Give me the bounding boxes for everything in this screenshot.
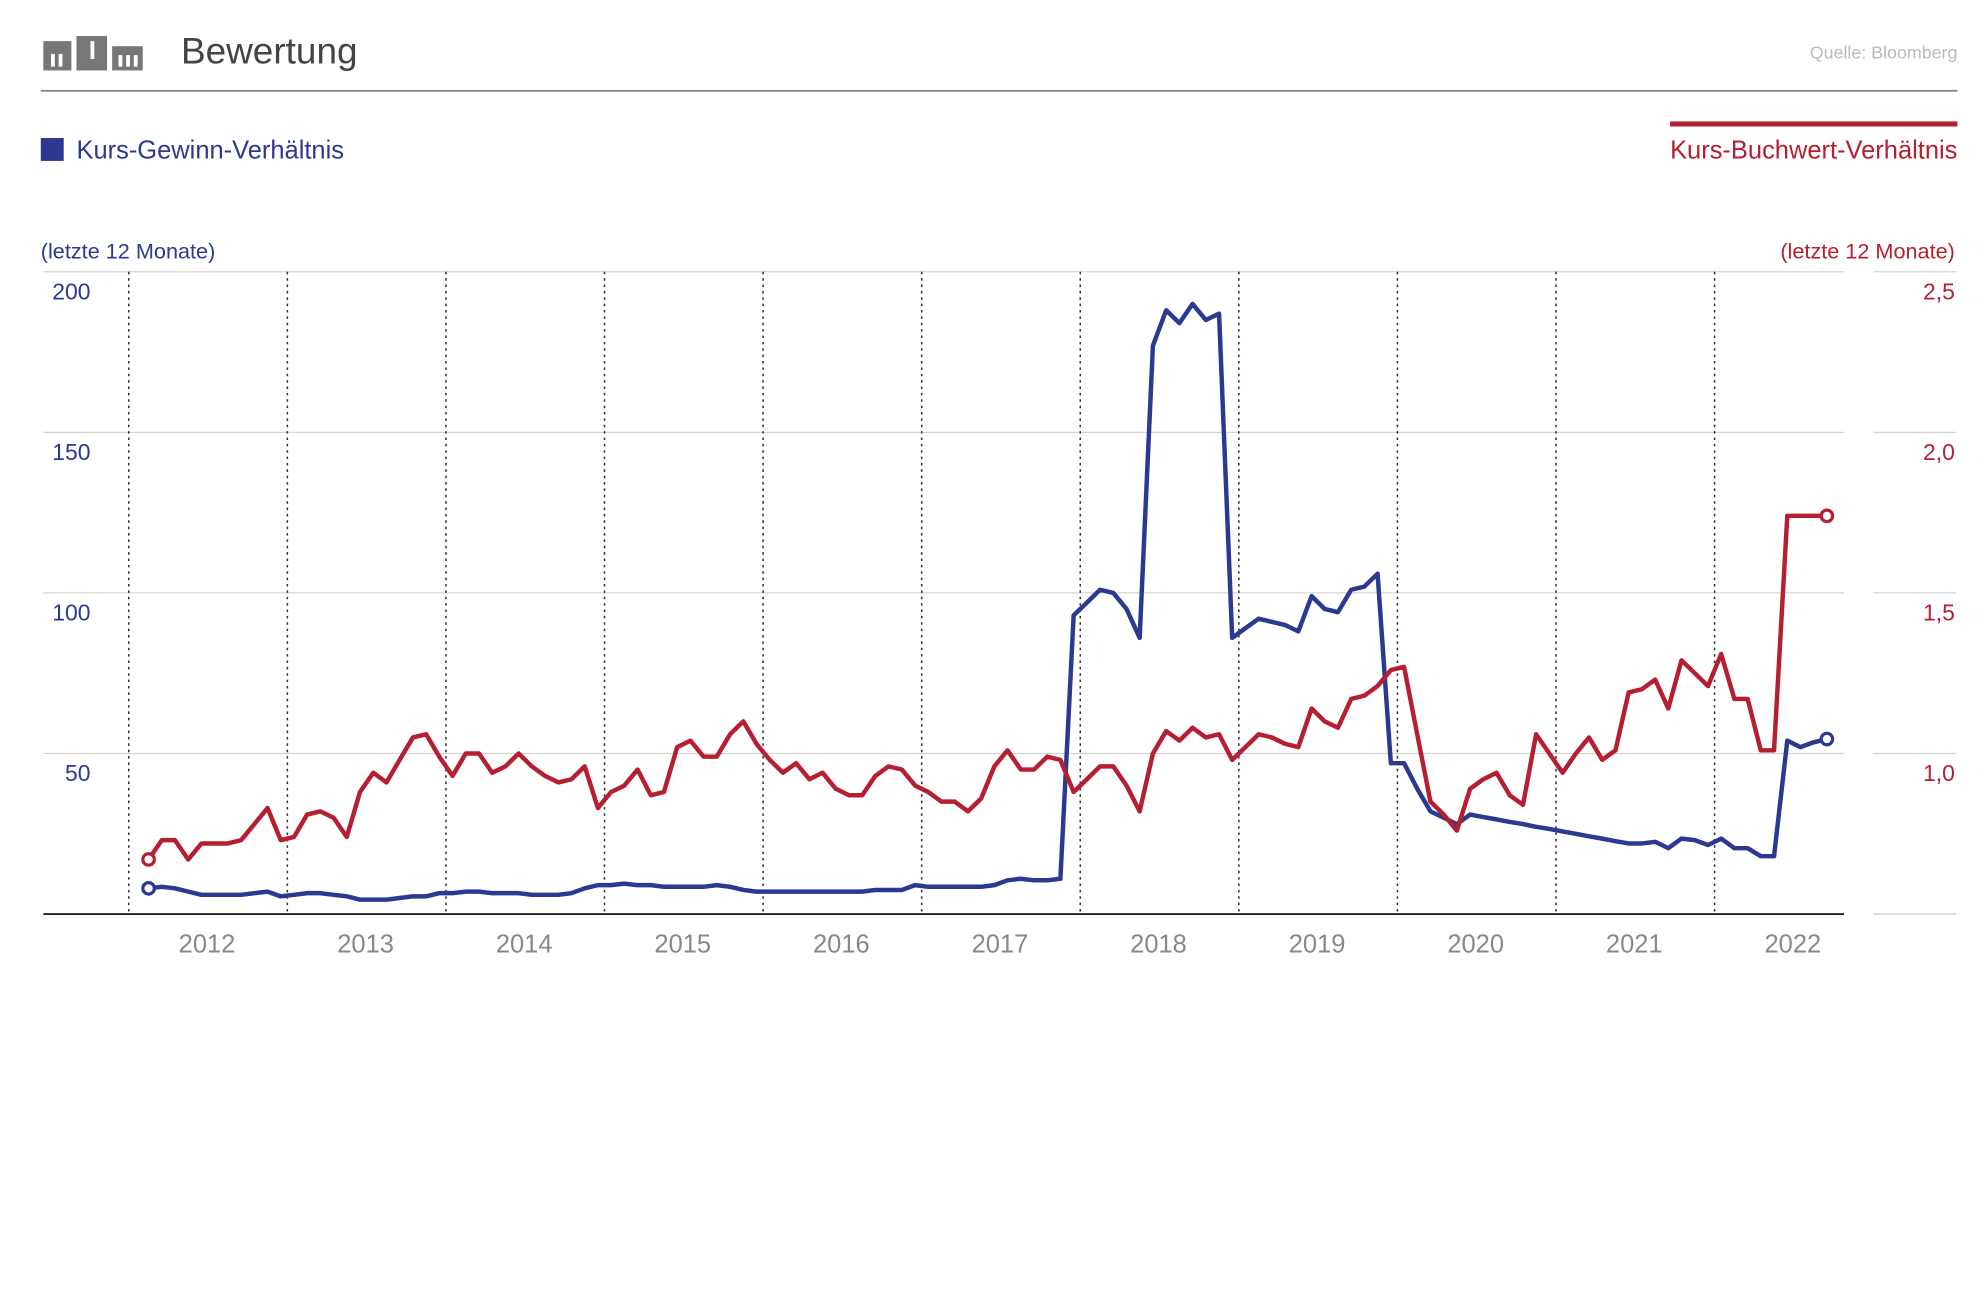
x-tick-label: 2016 (813, 931, 870, 959)
y-tick-label: 50 (65, 760, 91, 786)
series-line (146, 513, 1827, 862)
legend-swatch (1670, 121, 1958, 127)
y2-tick-label: 1,5 (1923, 600, 1955, 626)
x-tick-label: 2013 (337, 931, 394, 959)
x-tick-label: 2021 (1606, 931, 1663, 959)
endpoint-marker (1819, 731, 1835, 747)
y2-tick-label: 2,0 (1923, 439, 1955, 465)
legend-label: Kurs-Gewinn-Verhältnis (76, 137, 344, 165)
x-tick-label: 2012 (179, 931, 236, 959)
y-axis-label: (letzte 12 Monate) (41, 238, 216, 263)
endpoint-marker (1819, 508, 1835, 524)
y2-tick-label: 2,5 (1923, 279, 1955, 305)
legend-label: Kurs-Buchwert-Verhältnis (1670, 137, 1957, 165)
series-line (148, 301, 1828, 902)
y-tick-label: 200 (52, 279, 90, 305)
x-tick-label: 2015 (654, 931, 711, 959)
chart-title: Bewertung (181, 31, 358, 72)
x-tick-label: 2017 (972, 931, 1029, 959)
endpoint-marker (141, 881, 156, 896)
source: Quelle: Bloomberg (1810, 43, 1958, 63)
x-tick-label: 2018 (1130, 931, 1187, 959)
logo (43, 36, 143, 71)
y-tick-label: 100 (52, 600, 90, 626)
y2-axis-label: (letzte 12 Monate) (1780, 238, 1955, 263)
x-tick-label: 2019 (1289, 931, 1346, 959)
x-tick-label: 2022 (1764, 931, 1821, 959)
legend-swatch (40, 137, 64, 161)
x-tick-label: 2020 (1447, 931, 1504, 959)
endpoint-marker (141, 852, 156, 867)
y2-tick-label: 1,0 (1923, 760, 1955, 786)
y-tick-label: 150 (52, 439, 90, 465)
x-tick-label: 2014 (496, 931, 553, 959)
